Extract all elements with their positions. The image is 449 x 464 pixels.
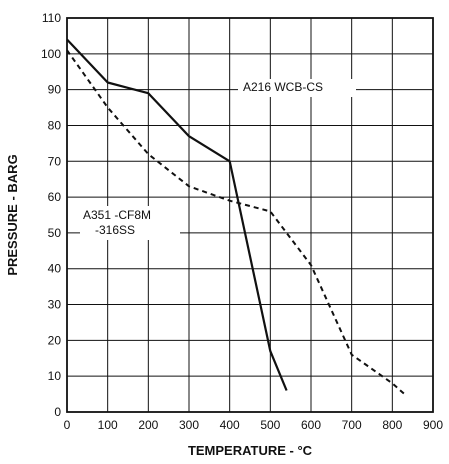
tick-labels: 0 100 200 300 400 500 600 700 800 900 0 10 20 30 40 50 6… <box>41 11 443 432</box>
series-annotation: A216 WCB-CS <box>243 80 323 94</box>
plot-frame <box>66 17 434 413</box>
y-tick-label: 70 <box>48 154 62 168</box>
y-tick-label: 30 <box>48 298 62 312</box>
x-tick-label: 400 <box>220 418 240 432</box>
y-tick-label: 80 <box>48 118 62 132</box>
y-tick-label: 110 <box>42 11 61 25</box>
annotations: A216 WCB-CS A351 -CF8M-316SS <box>80 79 356 240</box>
x-tick-label: 500 <box>260 418 280 432</box>
annotation-background <box>238 79 356 97</box>
x-tick-label: 700 <box>342 418 362 432</box>
x-tick-label: 800 <box>382 418 402 432</box>
x-tick-label: 900 <box>423 418 443 432</box>
series-line-1 <box>66 38 288 391</box>
y-tick-label: 60 <box>48 190 62 204</box>
y-tick-label: 100 <box>41 47 61 61</box>
x-tick-label: 200 <box>138 418 158 432</box>
series-line-2 <box>66 49 406 395</box>
series-annotation: -316SS <box>95 223 135 237</box>
y-tick-label: 50 <box>48 226 62 240</box>
series-lines <box>66 38 406 395</box>
y-axis-title: PRESSURE - BARG <box>5 154 20 275</box>
x-tick-label: 600 <box>301 418 321 432</box>
y-tick-label: 10 <box>48 369 62 383</box>
y-tick-label: 40 <box>48 262 62 276</box>
y-tick-label: 0 <box>54 405 61 419</box>
x-tick-label: 100 <box>98 418 118 432</box>
series-annotation: A351 -CF8M <box>83 208 151 222</box>
y-tick-label: 20 <box>48 333 62 347</box>
y-tick-label: 90 <box>48 83 62 97</box>
x-tick-label: 300 <box>179 418 199 432</box>
x-axis-title: TEMPERATURE - °C <box>188 443 313 458</box>
x-tick-label: 0 <box>64 418 71 432</box>
annotation-background <box>80 206 180 240</box>
